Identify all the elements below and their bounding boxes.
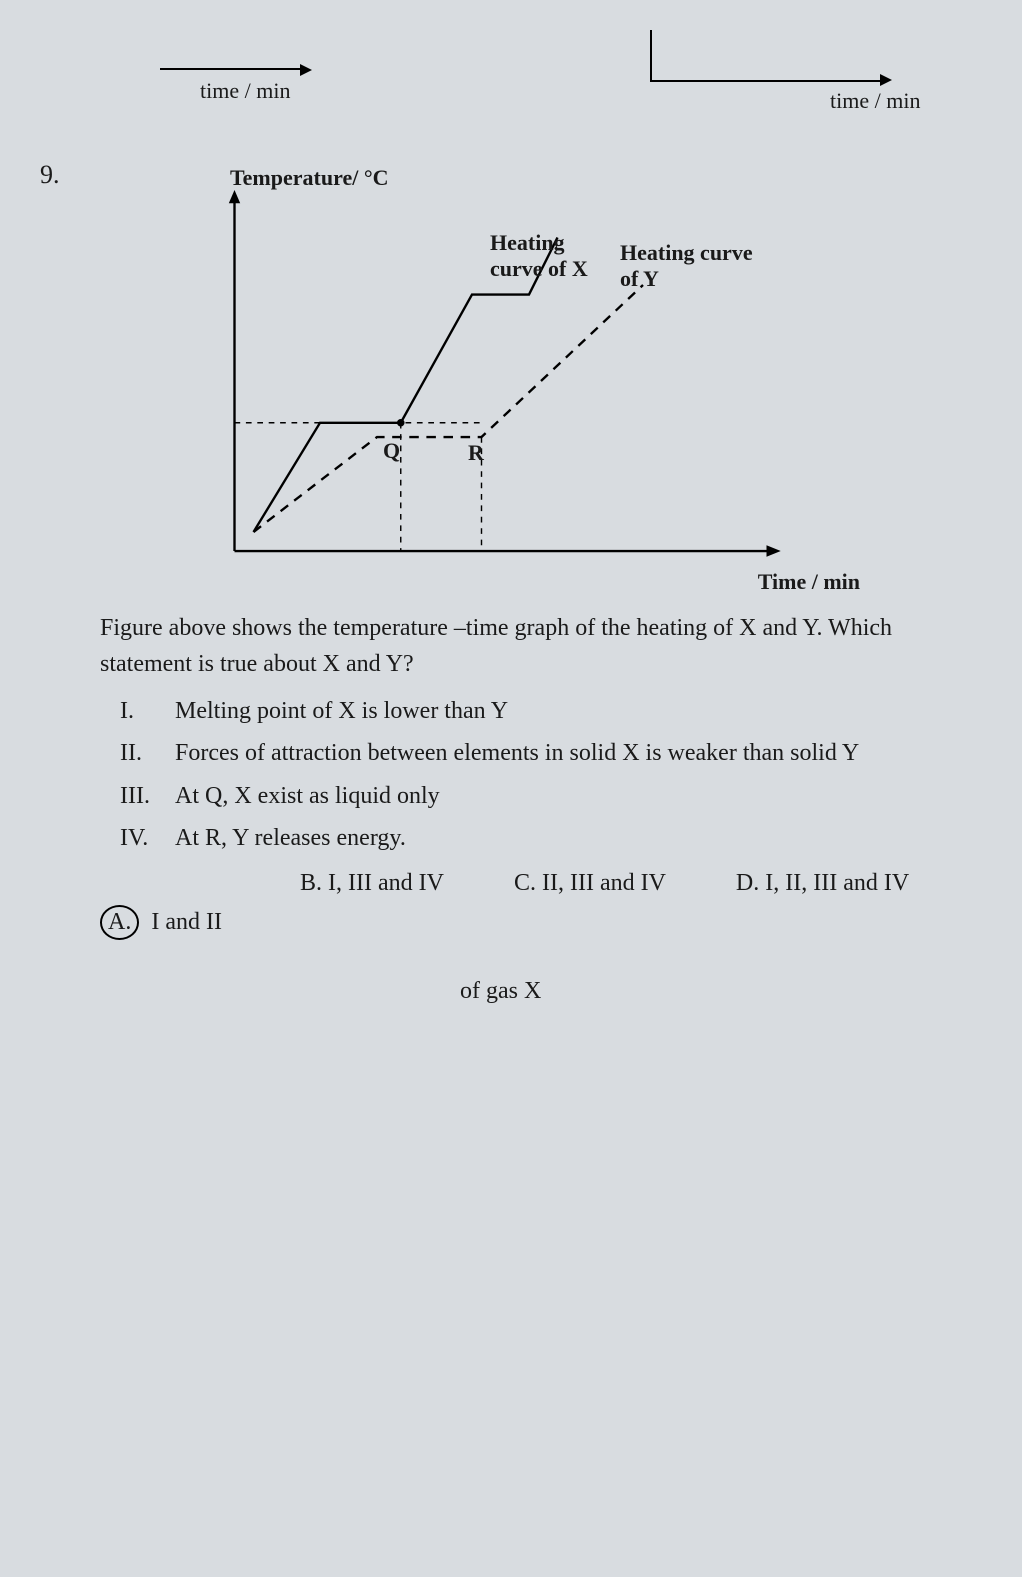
option-d[interactable]: D. I, II, III and IV	[736, 870, 909, 897]
frag-label-left: time / min	[200, 78, 290, 104]
statement-num: II.	[120, 734, 175, 772]
curve-x-label: Heating curve of X	[490, 230, 588, 283]
y-axis-label: Temperature/ °C	[230, 165, 389, 191]
statement-num: IV.	[120, 819, 175, 857]
statement-text: Melting point of X is lower than Y	[175, 692, 508, 730]
option-text: I, III and IV	[328, 870, 444, 897]
question-number: 9.	[40, 160, 100, 190]
option-b[interactable]: B. I, III and IV	[300, 870, 444, 897]
option-text: I, II, III and IV	[765, 870, 909, 897]
statement-4: IV. At R, Y releases energy.	[120, 819, 982, 857]
x-axis-label: Time / min	[758, 569, 860, 595]
option-letter: D.	[736, 870, 759, 897]
frag-arrow-left	[300, 64, 312, 76]
statement-text: At R, Y releases energy.	[175, 819, 406, 857]
heating-curve-chart: Temperature/ °C	[180, 170, 880, 590]
statement-2: II. Forces of attraction between element…	[120, 734, 982, 772]
option-text: II, III and IV	[542, 870, 666, 897]
statement-num: I.	[120, 692, 175, 730]
statement-1: I. Melting point of X is lower than Y	[120, 692, 982, 730]
option-text: I and II	[151, 909, 222, 936]
frag-label-right: time / min	[830, 88, 920, 114]
point-q-label: Q	[383, 438, 400, 464]
answer-options: B. I, III and IV C. II, III and IV D. I,…	[120, 870, 982, 948]
frag-axis-right-h	[650, 80, 880, 82]
previous-question-fragment: time / min time / min	[40, 30, 982, 150]
statement-num: III.	[120, 777, 175, 815]
bottom-fragment: of gas X	[460, 978, 982, 1005]
question-body: Temperature/ °C	[100, 160, 982, 1005]
curve-y-label: Heating curve of Y	[620, 240, 753, 293]
frag-arrow-right	[880, 74, 892, 86]
statement-text: Forces of attraction between elements in…	[175, 734, 859, 772]
option-a[interactable]: A. I and II	[100, 905, 942, 940]
option-letter-circled: A.	[100, 905, 139, 940]
question-9: 9. Temperature/ °C	[40, 160, 982, 1005]
frag-axis-left	[160, 30, 300, 70]
frag-axis-right-v	[650, 30, 652, 80]
point-q-marker	[397, 419, 405, 427]
statement-3: III. At Q, X exist as liquid only	[120, 777, 982, 815]
option-letter: B.	[300, 870, 322, 897]
point-r-label: R	[468, 440, 484, 466]
statements-list: I. Melting point of X is lower than Y II…	[120, 692, 982, 858]
statement-text: At Q, X exist as liquid only	[175, 777, 440, 815]
option-letter: C.	[514, 870, 536, 897]
option-c[interactable]: C. II, III and IV	[514, 870, 666, 897]
y-axis-arrow	[229, 190, 240, 203]
curve-y	[254, 285, 644, 532]
question-text: Figure above shows the temperature –time…	[100, 610, 982, 682]
x-axis-arrow	[767, 545, 781, 556]
